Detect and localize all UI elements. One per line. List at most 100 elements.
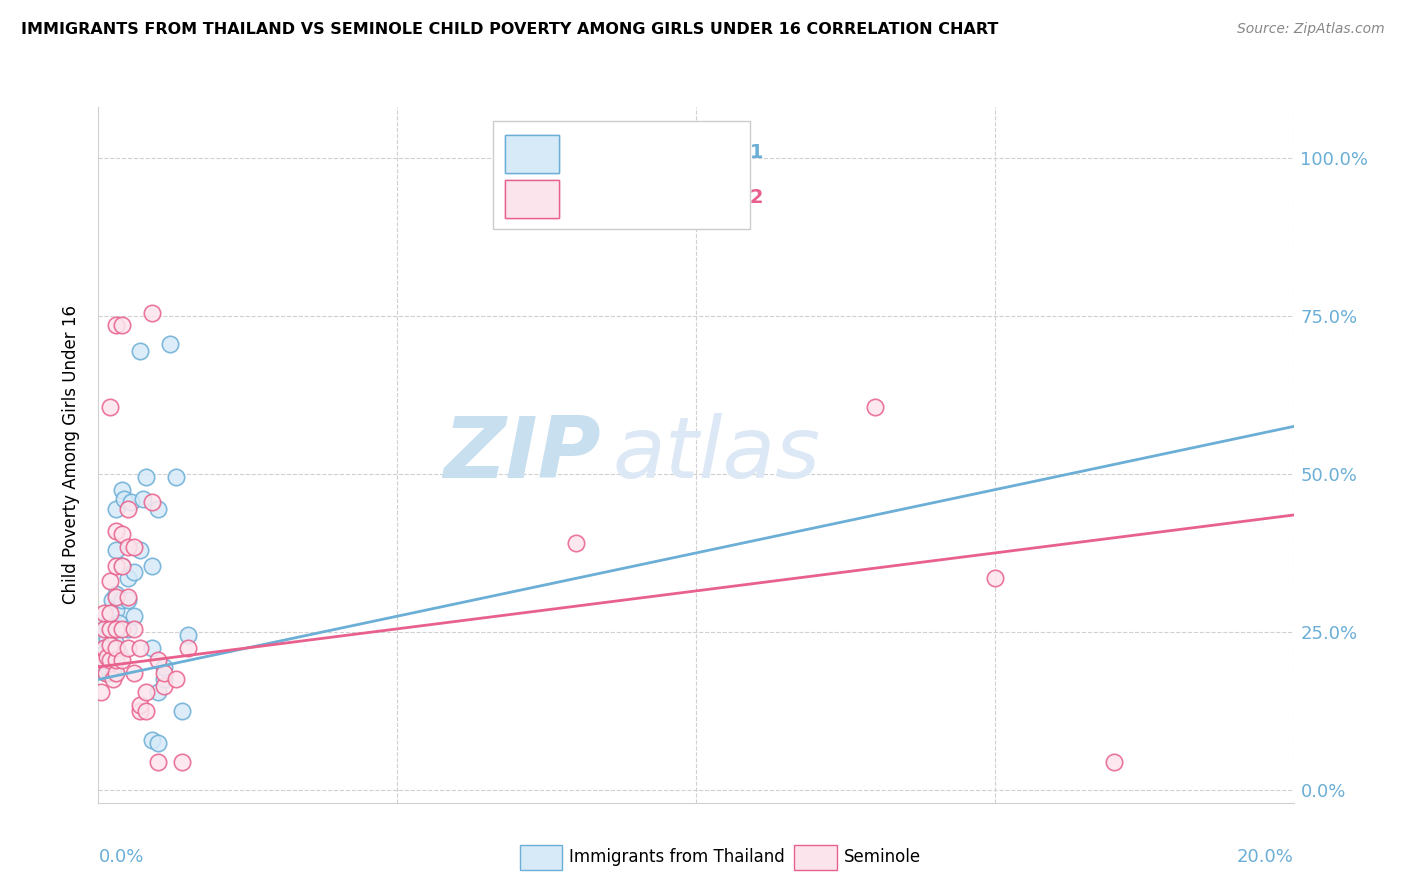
Point (117, 591, 139, 605)
Point (93, 653, 115, 667)
Text: ZIP: ZIP (443, 413, 600, 497)
Point (96, 650, 118, 665)
Point (148, 685, 170, 699)
Point (141, 640, 163, 655)
Point (135, 704, 157, 718)
Point (100, 622, 122, 636)
Point (165, 470, 187, 484)
Point (100, 606, 122, 620)
Point (129, 640, 152, 655)
Point (135, 470, 157, 484)
Point (98, 663, 121, 677)
Point (148, 501, 170, 516)
Point (124, 609, 146, 624)
Point (153, 666, 176, 681)
Point (100, 638, 122, 652)
Text: Immigrants from Thailand: Immigrants from Thailand (569, 848, 785, 866)
Point (129, 698, 152, 712)
Point (148, 736, 170, 750)
Point (141, 305, 163, 319)
Point (141, 732, 163, 747)
Point (105, 501, 128, 516)
Point (105, 591, 128, 605)
Point (117, 640, 139, 655)
Point (103, 673, 125, 687)
Text: Source: ZipAtlas.com: Source: ZipAtlas.com (1237, 22, 1385, 37)
Point (105, 666, 128, 681)
Point (129, 343, 152, 358)
Point (129, 704, 152, 718)
Point (111, 558, 134, 573)
Point (129, 542, 152, 557)
Text: 0.0%: 0.0% (98, 848, 143, 866)
Point (148, 755, 170, 769)
Point (103, 650, 125, 665)
Point (100, 650, 122, 665)
Point (100, 593, 122, 607)
Point (153, 660, 176, 674)
Point (93, 653, 115, 667)
Point (105, 622, 128, 636)
Point (111, 653, 134, 667)
Point (111, 622, 134, 636)
Point (107, 644, 129, 658)
Point (90, 685, 112, 699)
Point (165, 673, 187, 687)
Point (100, 622, 122, 636)
Y-axis label: Child Poverty Among Girls Under 16: Child Poverty Among Girls Under 16 (62, 305, 80, 605)
Point (117, 501, 139, 516)
Point (153, 673, 176, 687)
Point (105, 558, 128, 573)
Text: N = 52: N = 52 (690, 188, 763, 207)
Point (124, 565, 146, 579)
Point (135, 685, 157, 699)
Point (117, 622, 139, 636)
Point (565, 536, 588, 550)
Text: atlas: atlas (613, 413, 820, 497)
Point (105, 587, 128, 601)
Point (94, 666, 117, 681)
Point (865, 401, 887, 415)
Point (153, 679, 176, 693)
Point (141, 495, 163, 509)
Point (96, 618, 118, 632)
Point (1104, 755, 1126, 769)
Point (117, 571, 139, 585)
Point (172, 755, 194, 769)
Text: 20.0%: 20.0% (1237, 848, 1294, 866)
Point (984, 571, 1007, 585)
Text: IMMIGRANTS FROM THAILAND VS SEMINOLE CHILD POVERTY AMONG GIRLS UNDER 16 CORRELAT: IMMIGRANTS FROM THAILAND VS SEMINOLE CHI… (21, 22, 998, 37)
Point (105, 524, 128, 538)
Point (111, 558, 134, 573)
Point (100, 401, 122, 415)
Point (111, 527, 134, 541)
Point (120, 495, 142, 509)
Point (148, 653, 170, 667)
Text: Seminole: Seminole (844, 848, 921, 866)
Point (105, 653, 128, 667)
FancyBboxPatch shape (505, 135, 558, 173)
Point (177, 628, 200, 642)
Point (124, 540, 146, 554)
Point (91, 647, 114, 661)
Point (100, 638, 122, 652)
Point (105, 622, 128, 636)
Point (112, 492, 135, 507)
Point (124, 622, 146, 636)
Point (132, 492, 155, 507)
Point (159, 337, 181, 351)
Point (100, 653, 122, 667)
FancyBboxPatch shape (494, 121, 749, 229)
Point (96, 644, 118, 658)
Point (93, 640, 115, 655)
Text: R = 0.368: R = 0.368 (571, 143, 676, 161)
Point (90, 660, 112, 674)
Point (117, 593, 139, 607)
Point (93, 640, 115, 655)
Point (108, 615, 131, 630)
Point (100, 574, 122, 589)
Point (105, 640, 128, 655)
Point (100, 612, 122, 626)
Point (117, 540, 139, 554)
Point (172, 704, 194, 718)
